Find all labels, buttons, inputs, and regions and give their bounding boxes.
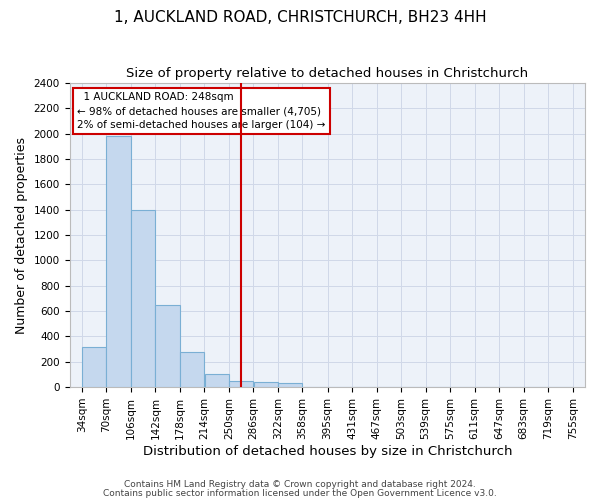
X-axis label: Distribution of detached houses by size in Christchurch: Distribution of detached houses by size … (143, 444, 512, 458)
Text: 1, AUCKLAND ROAD, CHRISTCHURCH, BH23 4HH: 1, AUCKLAND ROAD, CHRISTCHURCH, BH23 4HH (113, 10, 487, 25)
Title: Size of property relative to detached houses in Christchurch: Size of property relative to detached ho… (126, 68, 529, 80)
Bar (180, 352, 204, 387)
Bar (155, 305, 179, 387)
Bar (229, 381, 253, 387)
Bar (82, 346, 106, 387)
Y-axis label: Number of detached properties: Number of detached properties (15, 136, 28, 334)
Bar (131, 210, 155, 387)
Bar (106, 136, 131, 387)
Text: 1 AUCKLAND ROAD: 248sqm  
← 98% of detached houses are smaller (4,705)
2% of sem: 1 AUCKLAND ROAD: 248sqm ← 98% of detache… (77, 92, 326, 130)
Bar (278, 382, 302, 387)
Text: Contains HM Land Registry data © Crown copyright and database right 2024.: Contains HM Land Registry data © Crown c… (124, 480, 476, 489)
Bar (205, 374, 229, 387)
Text: Contains public sector information licensed under the Open Government Licence v3: Contains public sector information licen… (103, 488, 497, 498)
Bar (254, 382, 278, 387)
